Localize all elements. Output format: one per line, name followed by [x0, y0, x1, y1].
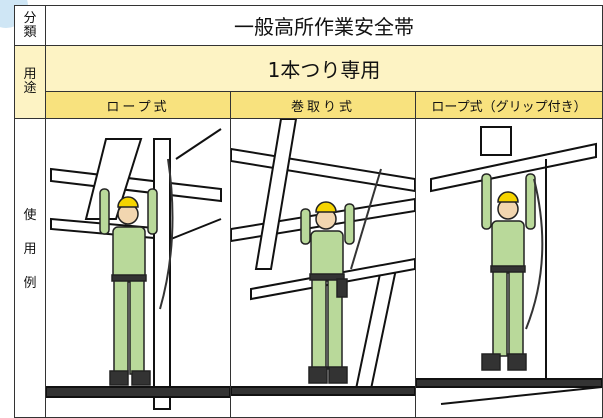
column-title: ロープ式（グリップ付き）: [431, 99, 587, 115]
illustration: [46, 128, 230, 410]
examples-label: 使用例: [23, 208, 37, 291]
label-cell: 分類: [14, 5, 46, 46]
column-title: ロープ式: [106, 99, 170, 115]
title: 一般高所作業安全帯: [234, 15, 414, 39]
illustration: [231, 119, 415, 396]
column-header: 巻取り式: [230, 91, 416, 119]
column-header: ロープ式（グリップ付き）: [415, 91, 603, 119]
title-cell: 一般高所作業安全帯: [45, 5, 603, 46]
column-title: 巻取り式: [290, 99, 355, 115]
illustration: [416, 126, 602, 405]
label-cell: 使用例: [14, 118, 46, 418]
purpose: 1本つり専用: [267, 58, 381, 82]
column-header: ロープ式: [45, 91, 231, 119]
label-cell: 用途: [14, 45, 46, 119]
classification-label: 分類: [23, 10, 37, 40]
purpose-cell: 1本つり専用: [45, 45, 603, 92]
purpose-label: 用途: [23, 67, 37, 96]
